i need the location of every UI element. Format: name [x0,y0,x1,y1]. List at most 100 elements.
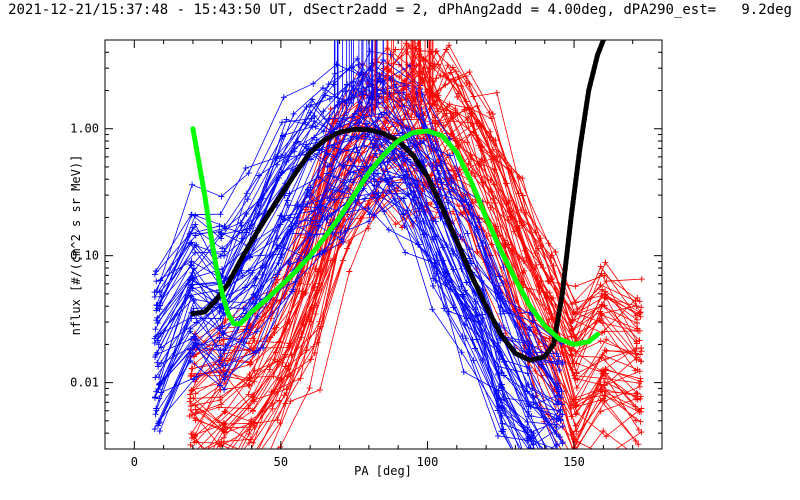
red-spectrum-marker [455,90,462,97]
blue-spectrum-marker [528,480,534,486]
blue-spectrum-marker [219,323,226,330]
red-spectrum-marker [447,69,454,76]
red-spectrum-marker [462,73,469,80]
red-spectrum-marker [385,68,392,75]
blue-spectrum-marker [217,353,224,360]
blue-spectrum-marker [407,139,414,146]
red-spectrum-marker [220,420,227,426]
blue-spectrum-marker [524,418,531,425]
blue-spectrum-marker [158,360,165,367]
blue-spectrum-marker [557,481,563,487]
red-spectrum-marker [396,74,403,81]
red-spectrum-marker [573,299,580,306]
blue-spectrum-marker [437,215,444,222]
red-spectrum-marker [252,485,258,491]
red-spectrum-marker [248,459,254,465]
blue-spectrum-marker [247,254,253,261]
y-tick-label: 1.00 [70,122,99,136]
blue-spectrum-marker [389,76,396,83]
blue-spectrum-marker [376,75,383,82]
red-spectrum-marker [637,393,644,400]
blue-spectrum-marker [555,472,561,478]
blue-spectrum-marker [501,405,508,412]
blue-spectrum-marker [500,308,506,315]
red-spectrum-marker [572,375,579,382]
red-spectrum-marker [296,280,303,287]
blue-spectrum-marker [354,149,361,156]
blue-spectrum-marker [315,222,321,229]
blue-spectrum-marker [420,137,427,144]
blue-spectrum-marker [274,245,281,252]
red-spectrum-marker [272,349,279,356]
red-spectrum-marker [247,322,254,329]
red-spectrum-marker [192,402,199,409]
blue-spectrum-marker [260,344,266,351]
blue-spectrum-marker [463,279,470,286]
blue-spectrum-marker [458,198,465,205]
blue-spectrum-marker [309,123,316,130]
blue-spectrum-marker [430,282,436,289]
blue-spectrum-marker [238,229,245,236]
red-spectrum-marker [601,347,608,354]
red-spectrum-marker [486,134,493,141]
red-spectrum-marker [519,222,526,229]
blue-spectrum-marker [501,324,508,331]
blue-spectrum-marker [331,141,338,148]
blue-spectrum-marker [192,249,198,256]
red-spectrum-marker [420,55,427,62]
red-spectrum-marker [598,303,605,310]
blue-spectrum-marker [498,428,505,435]
red-spectrum-marker [433,75,440,82]
blue-spectrum-marker [251,282,258,289]
blue-spectrum-marker [391,81,398,88]
red-spectrum-marker [569,360,576,367]
red-spectrum-marker [633,390,640,396]
red-spectrum-marker [600,427,607,434]
blue-spectrum-marker [334,136,341,143]
red-spectrum-marker [473,120,480,127]
blue-spectrum-marker [154,314,161,321]
blue-spectrum-marker [429,306,436,313]
blue-spectrum-marker [432,218,439,225]
red-spectrum-marker [392,221,399,228]
red-spectrum-marker [569,352,576,359]
black-fit-curve [190,40,606,363]
blue-spectrum-marker [157,277,164,284]
red-spectrum-marker [245,340,252,347]
blue-spectrum-marker [498,412,505,419]
red-spectrum-marker [303,347,310,354]
red-spectrum-marker [602,387,609,393]
blue-spectrum-marker [446,188,452,195]
red-spectrum-marker [307,356,314,363]
blue-spectrum-marker [325,81,332,88]
blue-spectrum-marker [324,170,330,177]
blue-spectrum-marker [307,184,314,191]
blue-spectrum-marker [222,362,229,369]
red-spectrum-marker [346,268,353,275]
blue-spectrum-marker [553,421,560,428]
blue-spectrum-marker [421,231,428,238]
red-spectrum-marker [276,397,283,404]
blue-spectrum-marker [154,359,161,366]
blue-spectrum-marker [528,434,535,441]
red-spectrum-marker [597,338,604,344]
red-spectrum-marker [572,437,579,444]
red-spectrum-marker [383,117,390,123]
blue-spectrum-marker [307,217,314,224]
red-spectrum-marker [215,404,222,411]
blue-spectrum-marker [407,159,414,166]
blue-spectrum-marker [558,401,565,408]
blue-spectrum-marker [337,123,344,130]
blue-spectrum-marker [414,180,421,187]
blue-spectrum-marker [460,368,467,375]
red-spectrum-marker [187,441,194,448]
red-spectrum-marker [636,380,642,386]
blue-spectrum-marker [153,302,160,309]
blue-spectrum-marker [371,212,378,219]
blue-spectrum-marker [155,420,162,427]
blue-spectrum-marker [391,195,398,202]
red-spectrum-line [189,116,636,395]
red-spectrum-marker [599,286,606,293]
blue-spectrum-marker [554,494,560,500]
blue-spectrum-marker [553,441,560,448]
